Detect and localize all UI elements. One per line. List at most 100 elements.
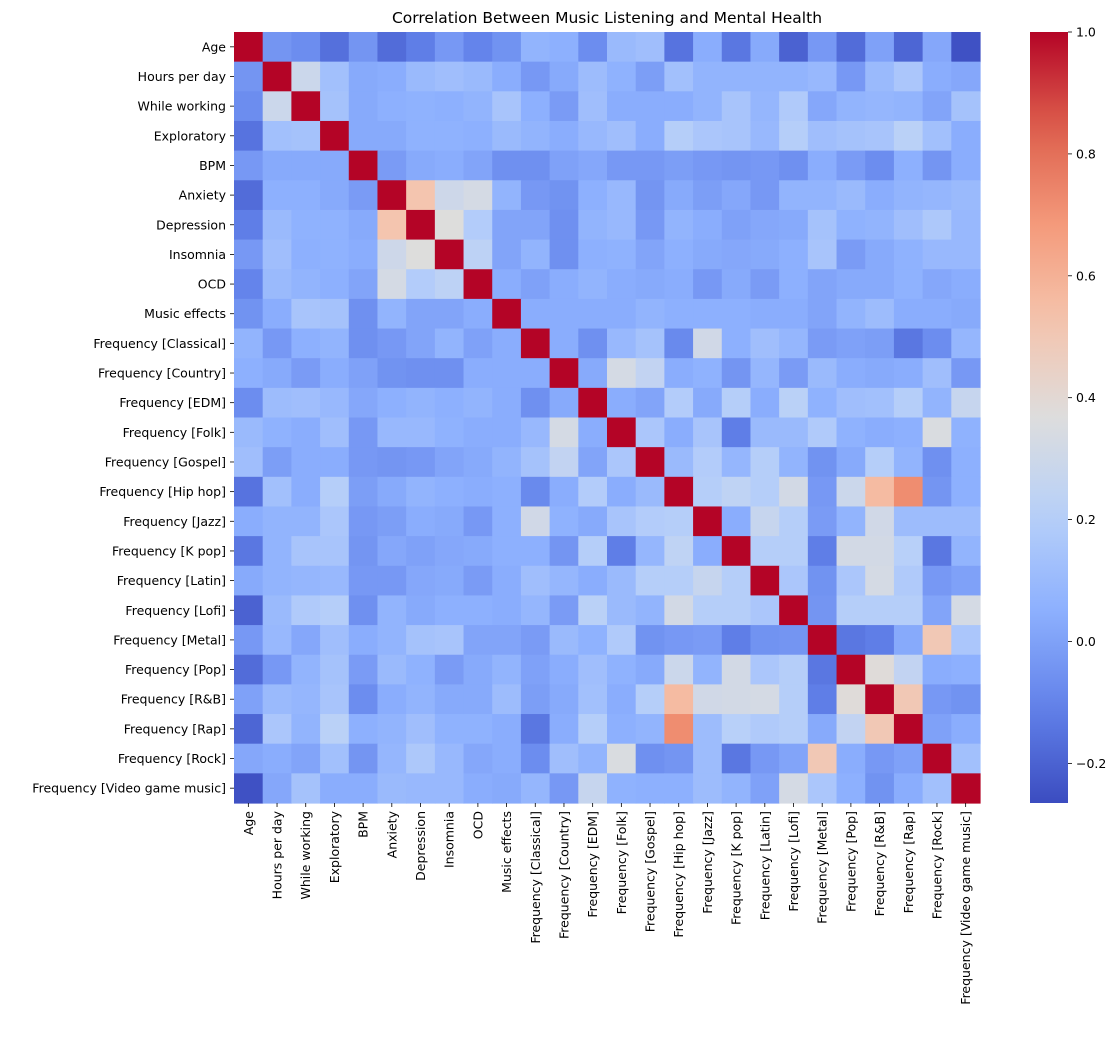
heatmap-cell: [320, 358, 350, 389]
heatmap-cell: [463, 387, 493, 419]
heatmap-cell: [320, 61, 350, 92]
heatmap-cell: [807, 120, 838, 152]
heatmap-cell: [721, 417, 752, 448]
heatmap-cell: [463, 91, 493, 122]
heatmap-cell: [234, 180, 264, 211]
heatmap-cell: [492, 328, 522, 359]
heatmap-cell: [262, 298, 292, 330]
heatmap-cell: [607, 536, 637, 567]
heatmap-cell: [463, 654, 493, 685]
heatmap-cell: [893, 61, 924, 92]
heatmap-cell: [520, 417, 551, 448]
heatmap-cell: [463, 209, 493, 241]
heatmap-cell: [578, 239, 608, 270]
heatmap-cell: [377, 684, 407, 715]
heatmap-cell: [406, 298, 436, 330]
heatmap-cell: [492, 714, 522, 745]
y-tick-label: Exploratory: [154, 128, 227, 143]
heatmap-cell: [693, 120, 723, 152]
heatmap-cell: [578, 447, 608, 478]
heatmap-cell: [406, 91, 436, 122]
heatmap-cell: [520, 684, 551, 715]
heatmap-cell: [406, 654, 436, 685]
y-tick-label: Frequency [Pop]: [125, 662, 226, 677]
heatmap-cell: [893, 120, 924, 152]
heatmap-cell: [549, 684, 579, 715]
heatmap-cell: [291, 536, 321, 567]
heatmap-cell: [750, 417, 780, 448]
heatmap-cell: [807, 269, 838, 300]
heatmap-cell: [664, 476, 694, 508]
heatmap-cell: [492, 269, 522, 300]
heatmap-cell: [434, 476, 465, 508]
heatmap-cell: [750, 32, 780, 63]
heatmap-cell: [635, 536, 665, 567]
y-tick-label: Frequency [Lofi]: [125, 603, 226, 618]
heatmap-cell: [549, 358, 579, 389]
heatmap-cell: [434, 358, 465, 389]
heatmap-cell: [779, 506, 809, 537]
colorbar-tick-label: 1.0: [1076, 25, 1096, 40]
heatmap-cell: [807, 506, 838, 537]
heatmap-cell: [234, 61, 264, 92]
x-tick-label: Depression: [413, 811, 428, 881]
heatmap-cell: [893, 269, 924, 300]
heatmap-cell: [291, 714, 321, 745]
heatmap-cell: [377, 180, 407, 211]
heatmap-cell: [578, 417, 608, 448]
heatmap-cell: [750, 565, 780, 597]
heatmap-cell: [377, 150, 407, 181]
heatmap-cell: [406, 239, 436, 270]
heatmap-cell: [549, 565, 579, 597]
heatmap-cell: [348, 565, 379, 597]
heatmap-cell: [520, 387, 551, 419]
heatmap-cell: [578, 565, 608, 597]
chart-title: Correlation Between Music Listening and …: [392, 9, 822, 27]
heatmap-cell: [836, 417, 866, 448]
x-tick-label: Frequency [R&B]: [872, 811, 887, 916]
heatmap-cell: [406, 328, 436, 359]
heatmap-cell: [865, 387, 895, 419]
heatmap-cell: [406, 120, 436, 152]
heatmap-cell: [520, 32, 551, 63]
heatmap-cell: [262, 150, 292, 181]
heatmap-cell: [893, 506, 924, 537]
heatmap-cell: [922, 773, 952, 804]
heatmap-cell: [262, 32, 292, 63]
heatmap-cell: [721, 269, 752, 300]
heatmap-cells: [234, 32, 981, 804]
heatmap-cell: [348, 684, 379, 715]
x-tick-label: Frequency [Metal]: [815, 811, 830, 924]
heatmap-cell: [492, 417, 522, 448]
heatmap-cell: [607, 654, 637, 685]
heatmap-cell: [348, 506, 379, 537]
heatmap-cell: [549, 743, 579, 774]
heatmap-cell: [922, 61, 952, 92]
heatmap-cell: [262, 61, 292, 92]
heatmap-cell: [434, 209, 465, 241]
heatmap-cell: [291, 447, 321, 478]
heatmap-cell: [922, 625, 952, 656]
heatmap-cell: [262, 565, 292, 597]
heatmap-cell: [635, 625, 665, 656]
heatmap-cell: [893, 180, 924, 211]
heatmap-cell: [520, 298, 551, 330]
heatmap-cell: [893, 328, 924, 359]
heatmap-cell: [750, 61, 780, 92]
heatmap-cell: [664, 506, 694, 537]
heatmap-cell: [234, 595, 264, 626]
heatmap-cell: [807, 61, 838, 92]
heatmap-cell: [463, 298, 493, 330]
heatmap-cell: [234, 684, 264, 715]
heatmap-cell: [865, 773, 895, 804]
heatmap-cell: [807, 714, 838, 745]
heatmap-cell: [951, 476, 981, 508]
heatmap-cell: [635, 61, 665, 92]
heatmap-cell: [320, 328, 350, 359]
heatmap-cell: [893, 91, 924, 122]
x-tick-label: Insomnia: [442, 811, 457, 868]
heatmap-cell: [434, 150, 465, 181]
heatmap-cell: [721, 506, 752, 537]
heatmap-cell: [664, 61, 694, 92]
y-tick-label: Frequency [R&B]: [121, 692, 226, 707]
